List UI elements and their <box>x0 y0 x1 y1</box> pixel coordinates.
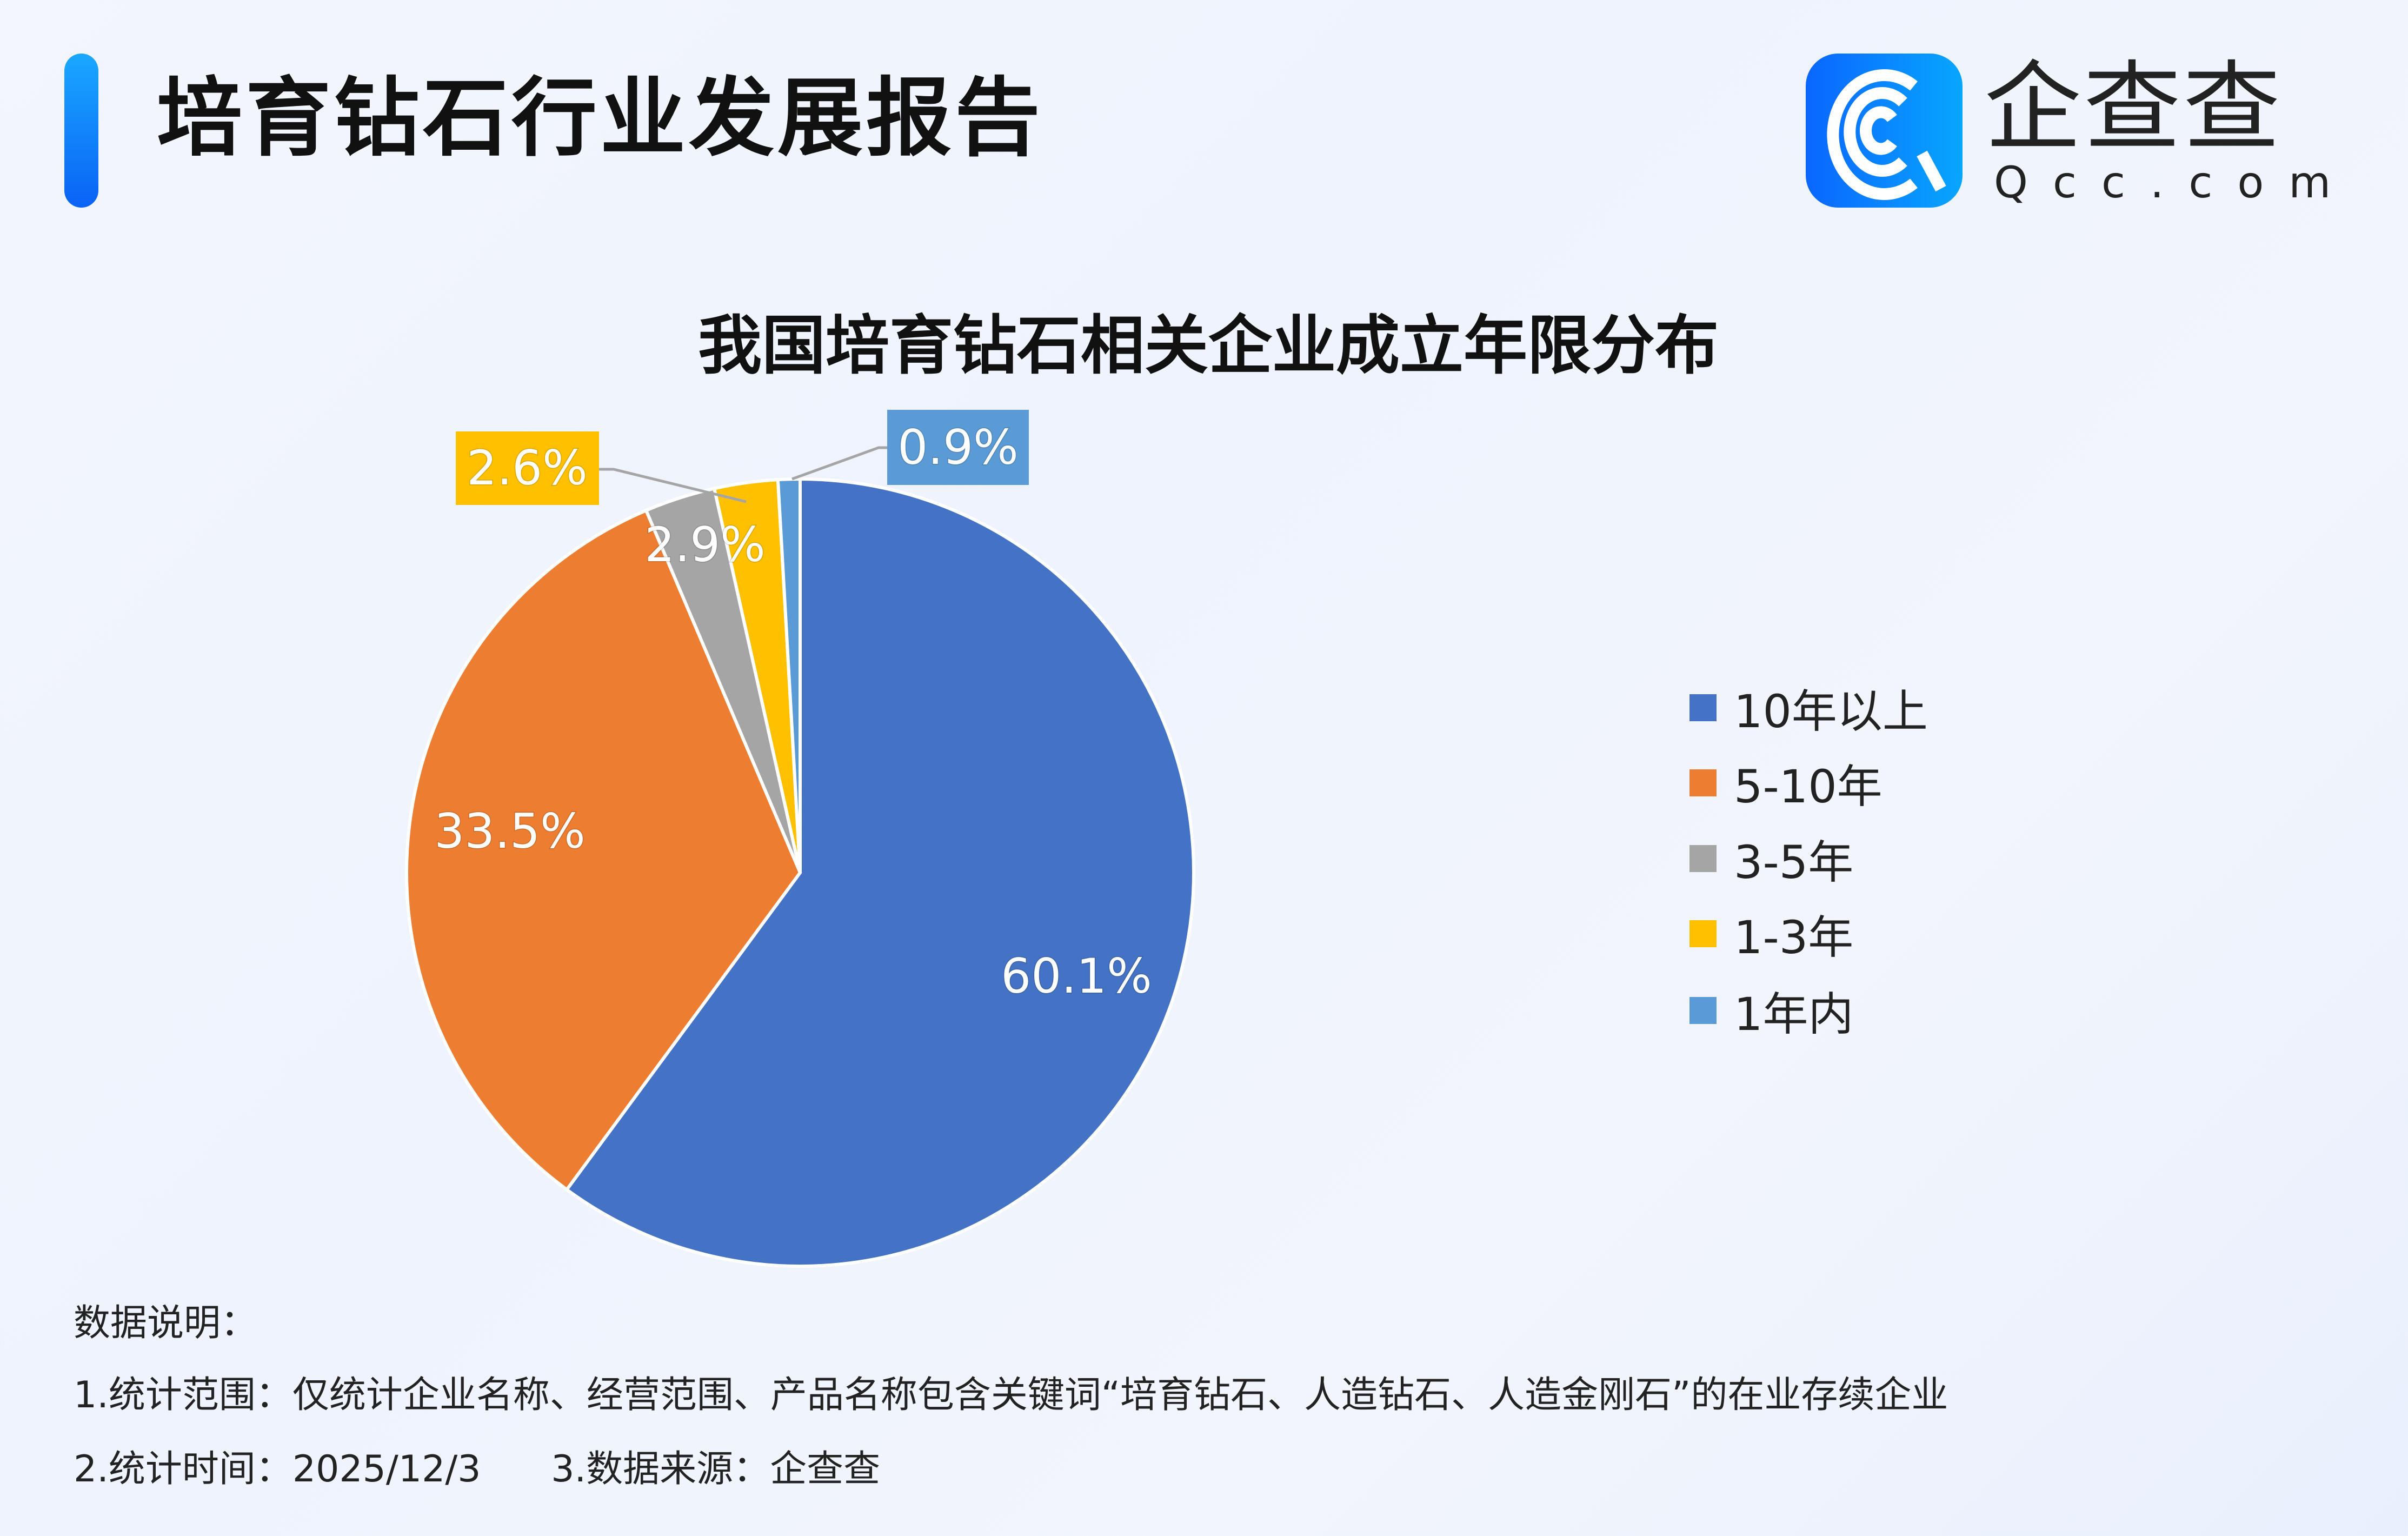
data-label-1-3: 2.6% <box>467 440 588 496</box>
legend-swatch <box>1689 694 1717 721</box>
data-label-10plus: 60.1% <box>1001 948 1152 1004</box>
pie-slice-5-10年 <box>405 508 802 1192</box>
logo-wordmark: 企查查 <box>1984 51 2283 164</box>
pie-slice-10年以上 <box>564 477 1195 1268</box>
legend-label: 10年以上 <box>1734 684 1928 738</box>
qcc-logo-icon <box>1806 54 1963 208</box>
legend-swatch <box>1689 769 1717 796</box>
notes-heading: 数据说明： <box>74 1302 258 1345</box>
chart-title: 我国培育钻石相关企业成立年限分布 <box>697 308 1719 383</box>
legend-item-5-10: 5-10年 <box>1689 759 1883 813</box>
pie-slice-1年内 <box>776 477 802 873</box>
data-label-3-5: 2.9% <box>644 517 766 573</box>
label-box-under-1 <box>887 410 1029 485</box>
notes-scope: 1.统计范围：仅统计企业名称、经营范围、产品名称包含关键词“培育钻石、人造钻石、… <box>74 1374 1948 1417</box>
logo-domain: Qcc.com <box>1994 157 2356 208</box>
legend-label: 3-5年 <box>1734 835 1854 889</box>
data-label-under-1: 0.9% <box>897 420 1019 475</box>
legend-label: 1-3年 <box>1734 910 1854 964</box>
leader-line-1-3 <box>599 468 747 503</box>
legend-item-under-1: 1年内 <box>1689 986 1853 1041</box>
notes-time-source: 2.统计时间：2025/12/3 3.数据来源：企查查 <box>74 1448 881 1491</box>
legend-label: 1年内 <box>1734 987 1854 1041</box>
page-title: 培育钻石行业发展报告 <box>157 69 1043 168</box>
legend-item-3-5: 3-5年 <box>1689 834 1853 889</box>
legend-label: 5-10年 <box>1734 760 1883 813</box>
legend-swatch <box>1689 920 1717 947</box>
legend-swatch <box>1689 845 1717 872</box>
label-box-1-3 <box>456 431 599 505</box>
legend-item-1-3: 1-3年 <box>1689 909 1853 964</box>
legend-item-10plus: 10年以上 <box>1689 683 1928 738</box>
data-label-5-10: 33.5% <box>434 803 586 859</box>
header-accent-bar <box>64 54 98 208</box>
legend-swatch <box>1689 997 1717 1024</box>
leader-line-under-1 <box>791 446 887 481</box>
